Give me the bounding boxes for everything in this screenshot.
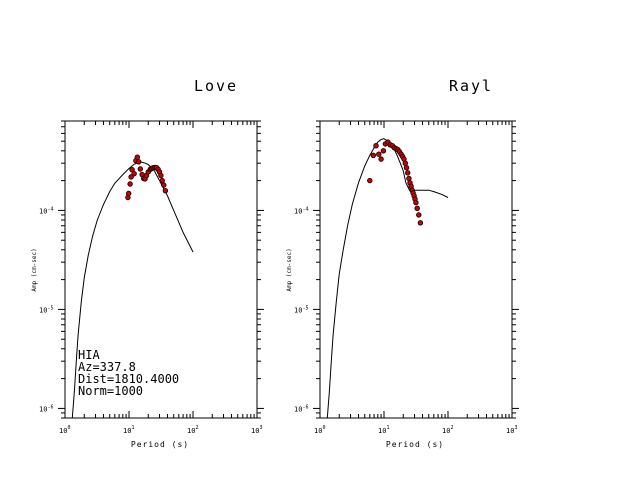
love-data-point xyxy=(135,159,142,165)
love-data-point xyxy=(128,174,134,180)
rayleigh-data-point xyxy=(402,160,408,166)
love-frame xyxy=(64,120,258,419)
distance-label: Dist=1810.4000 xyxy=(78,372,179,386)
love-y-tick-label: 10-4 xyxy=(39,206,53,215)
rayleigh-x-tick-label: 101 xyxy=(378,425,389,435)
rayleigh-y-tick-label: 10-6 xyxy=(294,404,308,413)
rayleigh-plot-area: 100 101 102 103 10-6 10-5 10-4 xyxy=(294,120,519,435)
love-plot-area: 100 101 102 103 10-6 10-5 10-4 xyxy=(39,120,264,435)
rayleigh-y-axis-label: Amp (cm-sec) xyxy=(286,248,293,291)
love-x-tick-label: 103 xyxy=(251,425,262,435)
love-data-point xyxy=(125,190,132,197)
rayleigh-data-point xyxy=(417,220,424,226)
rayleigh-data-point xyxy=(414,205,420,211)
rayleigh-data-point xyxy=(413,199,419,206)
love-panel: Love 100 101 102 103 10-6 10-5 10-4 HIA Az=337… xyxy=(31,77,264,449)
love-y-tick-label: 10-5 xyxy=(39,305,53,314)
rayleigh-data-point xyxy=(416,212,422,218)
love-data-point xyxy=(134,154,140,160)
rayleigh-y-tick-label: 10-5 xyxy=(294,305,308,314)
love-data-point xyxy=(162,187,169,194)
station-label: HIA xyxy=(78,348,100,362)
rayleigh-data-point xyxy=(380,148,387,154)
rayleigh-model-curve xyxy=(326,138,449,418)
love-title: Love xyxy=(194,77,238,95)
rayleigh-data-point xyxy=(406,175,412,182)
rayleigh-x-tick-label: 100 xyxy=(314,425,325,435)
love-x-tick-label: 102 xyxy=(187,425,198,435)
rayleigh-panel: Rayl 100 101 102 103 10-6 10-5 10-4 Period (s)… xyxy=(286,77,519,449)
azimuth-label: Az=337.8 xyxy=(78,360,136,374)
rayleigh-x-tick-label: 103 xyxy=(506,425,517,435)
rayleigh-x-axis-label: Period (s) xyxy=(386,440,444,449)
rayleigh-data-point xyxy=(370,152,376,158)
rayleigh-data-point xyxy=(378,156,384,162)
love-data-point xyxy=(159,177,165,184)
love-x-axis-label: Period (s) xyxy=(131,440,189,449)
rayleigh-data-point xyxy=(405,170,411,176)
rayleigh-y-tick-label: 10-4 xyxy=(294,206,308,215)
love-data-point xyxy=(158,172,164,179)
love-data-point xyxy=(161,182,167,188)
rayleigh-frame xyxy=(319,120,513,419)
love-data-point xyxy=(127,181,133,187)
love-y-axis-label: Amp (cm-sec) xyxy=(31,248,38,291)
love-annotation-block: HIA Az=337.8 Dist=1810.4000 Norm=1000 xyxy=(78,348,179,398)
love-data-point xyxy=(131,170,137,177)
rayleigh-data-point xyxy=(373,142,379,149)
rayleigh-title: Rayl xyxy=(449,77,493,95)
norm-label: Norm=1000 xyxy=(78,384,143,398)
love-data-point xyxy=(137,166,143,172)
rayleigh-data-point xyxy=(367,177,373,184)
rayleigh-data-point xyxy=(403,164,410,171)
rayleigh-data-point xyxy=(376,151,382,157)
love-x-tick-label: 100 xyxy=(59,425,70,435)
love-y-tick-label: 10-6 xyxy=(39,404,53,413)
love-x-tick-label: 101 xyxy=(123,425,134,435)
rayleigh-x-tick-label: 102 xyxy=(442,425,453,435)
love-model-curve xyxy=(71,161,194,418)
